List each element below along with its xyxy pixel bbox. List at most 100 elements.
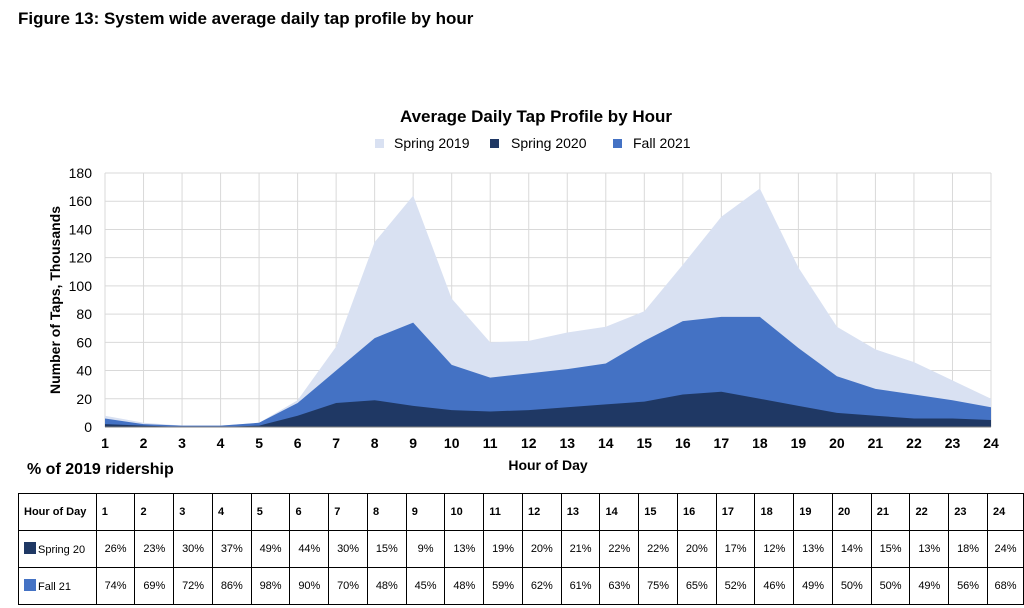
table-cell: 62% <box>521 567 562 605</box>
table-hour-header: 19 <box>793 493 833 531</box>
table-hour-header: 4 <box>211 493 252 531</box>
table-cell: 49% <box>250 530 291 568</box>
table-hour-header: 21 <box>870 493 911 531</box>
x-tick-label: 11 <box>483 435 498 451</box>
table-row-label: Fall 21 <box>18 567 97 605</box>
table-cell: 52% <box>715 567 756 605</box>
table-cell: 72% <box>173 567 213 605</box>
table-hour-header: 10 <box>444 493 485 531</box>
table-cell: 70% <box>328 567 368 605</box>
y-axis-label: Number of Taps, Thousands <box>47 206 63 394</box>
table-cell: 15% <box>366 530 407 568</box>
legend-label: Fall 2021 <box>633 135 691 151</box>
y-tick-label: 180 <box>69 165 93 181</box>
y-tick-label: 100 <box>69 278 93 294</box>
x-tick-label: 23 <box>945 435 961 451</box>
table-hour-header: 13 <box>560 493 601 531</box>
table-cell: 50% <box>870 567 911 605</box>
table-hour-header: 5 <box>250 493 291 531</box>
legend-label: Spring 2019 <box>394 135 470 151</box>
x-tick-label: 17 <box>714 435 730 451</box>
table-cell: 18% <box>948 530 988 568</box>
table-cell: 13% <box>909 530 950 568</box>
table-cell: 48% <box>366 567 407 605</box>
x-tick-label: 2 <box>140 435 148 451</box>
table-cell: 17% <box>715 530 756 568</box>
table-hour-header: 6 <box>289 493 330 531</box>
table-row: Fall 21 74% 69% 72% 86% 98% 90% 70% 48% 45% 48% 59%… <box>18 567 1024 605</box>
ridership-percent-table: Hour of Day 1 2 3 4 5 6 7 8 9 10 11 12 13 14 15 16 17 18 19… <box>18 493 1024 605</box>
x-tick-label: 12 <box>521 435 537 451</box>
table-row: Spring 20 26% 23% 30% 37% 49% 44% 30% 15% 9% 13% 19… <box>18 530 1024 568</box>
table-cell: 30% <box>328 530 368 568</box>
table-cell: 63% <box>599 567 640 605</box>
table-cell: 56% <box>948 567 988 605</box>
table-cell: 24% <box>986 530 1024 568</box>
table-cell: 74% <box>95 567 136 605</box>
row-label-text: Spring 20 <box>38 544 86 556</box>
table-cell: 30% <box>173 530 213 568</box>
table-hour-header: 18 <box>754 493 795 531</box>
x-tick-label: 22 <box>906 435 922 451</box>
table-hour-header: 16 <box>676 493 717 531</box>
y-tick-label: 0 <box>84 419 92 435</box>
y-tick-label: 120 <box>69 250 93 266</box>
table-cell: 68% <box>986 567 1024 605</box>
y-tick-label: 40 <box>76 363 92 379</box>
x-tick-label: 4 <box>217 435 225 451</box>
chart-title: Average Daily Tap Profile by Hour <box>400 107 672 126</box>
table-header-label: Hour of Day <box>18 493 97 531</box>
table-cell: 21% <box>560 530 601 568</box>
table-hour-header: 12 <box>521 493 562 531</box>
y-tick-label: 20 <box>76 391 92 407</box>
legend-swatch <box>490 139 499 148</box>
table-hour-header: 22 <box>909 493 950 531</box>
y-tick-label: 80 <box>76 306 92 322</box>
x-tick-label: 24 <box>983 435 999 451</box>
table-cell: 61% <box>560 567 601 605</box>
x-tick-label: 14 <box>598 435 614 451</box>
x-tick-label: 1 <box>101 435 109 451</box>
table-hour-header: 2 <box>134 493 175 531</box>
table-hour-header: 15 <box>638 493 678 531</box>
y-tick-label: 140 <box>69 221 93 237</box>
table-hour-header: 17 <box>715 493 756 531</box>
x-tick-label: 8 <box>371 435 379 451</box>
legend-swatch <box>375 139 384 148</box>
y-tick-label: 160 <box>69 193 93 209</box>
table-hour-header: 3 <box>173 493 213 531</box>
row-color-swatch <box>24 579 36 591</box>
table-hour-header: 8 <box>366 493 407 531</box>
legend-swatch <box>613 139 622 148</box>
table-cell: 46% <box>754 567 795 605</box>
table-cell: 49% <box>909 567 950 605</box>
x-tick-label: 20 <box>829 435 845 451</box>
table-cell: 48% <box>444 567 485 605</box>
table-hour-header: 9 <box>405 493 446 531</box>
table-cell: 65% <box>676 567 717 605</box>
x-tick-label: 15 <box>637 435 653 451</box>
table-cell: 15% <box>870 530 911 568</box>
table-cell: 59% <box>483 567 523 605</box>
table-hour-header: 11 <box>483 493 523 531</box>
area-spring-2020 <box>105 391 991 427</box>
table-cell: 69% <box>134 567 175 605</box>
x-tick-label: 9 <box>409 435 417 451</box>
table-header-row: Hour of Day 1 2 3 4 5 6 7 8 9 10 11 12 13 14 15 16 17 18 19… <box>18 493 1024 531</box>
table-cell: 9% <box>405 530 446 568</box>
x-tick-label: 6 <box>294 435 302 451</box>
x-tick-label: 19 <box>791 435 807 451</box>
y-tick-label: 60 <box>76 334 92 350</box>
table-hour-header: 14 <box>599 493 640 531</box>
table-cell: 44% <box>289 530 330 568</box>
row-color-swatch <box>24 542 36 554</box>
x-tick-label: 16 <box>675 435 691 451</box>
x-tick-label: 18 <box>752 435 768 451</box>
table-cell: 23% <box>134 530 175 568</box>
table-cell: 19% <box>483 530 523 568</box>
table-hour-header: 20 <box>831 493 872 531</box>
table-cell: 26% <box>95 530 136 568</box>
table-cell: 20% <box>521 530 562 568</box>
table-title: % of 2019 ridership <box>27 461 174 478</box>
x-tick-label: 7 <box>332 435 340 451</box>
